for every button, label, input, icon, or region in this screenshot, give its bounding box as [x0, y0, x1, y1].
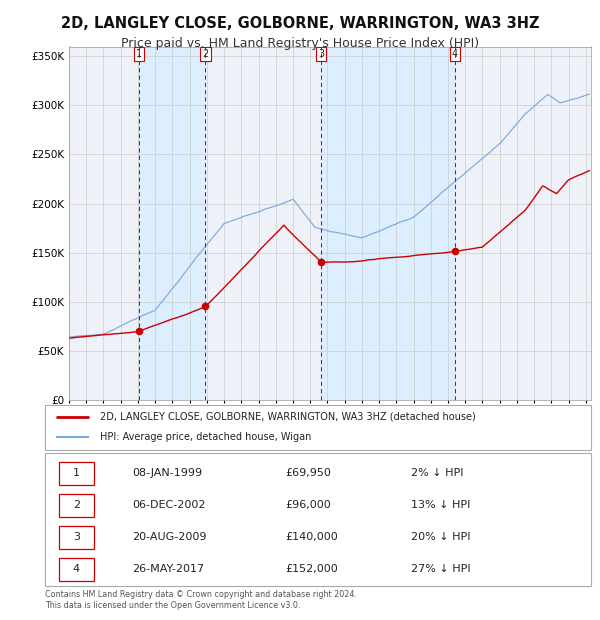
Bar — [59, 462, 94, 485]
Text: £152,000: £152,000 — [285, 564, 338, 574]
Text: 26-MAY-2017: 26-MAY-2017 — [133, 564, 205, 574]
Text: 20% ↓ HPI: 20% ↓ HPI — [411, 532, 470, 542]
Text: 2: 2 — [73, 500, 80, 510]
Bar — [59, 558, 94, 580]
Text: 08-JAN-1999: 08-JAN-1999 — [133, 468, 202, 478]
Text: Contains HM Land Registry data © Crown copyright and database right 2024.: Contains HM Land Registry data © Crown c… — [45, 590, 357, 600]
Text: 2% ↓ HPI: 2% ↓ HPI — [411, 468, 463, 478]
Text: 20-AUG-2009: 20-AUG-2009 — [133, 532, 207, 542]
Text: 2D, LANGLEY CLOSE, GOLBORNE, WARRINGTON, WA3 3HZ: 2D, LANGLEY CLOSE, GOLBORNE, WARRINGTON,… — [61, 16, 539, 30]
Text: 13% ↓ HPI: 13% ↓ HPI — [411, 500, 470, 510]
Text: 2D, LANGLEY CLOSE, GOLBORNE, WARRINGTON, WA3 3HZ (detached house): 2D, LANGLEY CLOSE, GOLBORNE, WARRINGTON,… — [100, 412, 475, 422]
Text: £140,000: £140,000 — [285, 532, 338, 542]
Text: 2: 2 — [202, 50, 209, 60]
Text: 4: 4 — [452, 50, 458, 60]
Text: £96,000: £96,000 — [285, 500, 331, 510]
Text: This data is licensed under the Open Government Licence v3.0.: This data is licensed under the Open Gov… — [45, 601, 301, 611]
Text: Price paid vs. HM Land Registry's House Price Index (HPI): Price paid vs. HM Land Registry's House … — [121, 37, 479, 50]
Bar — [321, 46, 455, 400]
Text: 1: 1 — [136, 50, 142, 60]
Bar — [139, 46, 205, 400]
Text: £69,950: £69,950 — [285, 468, 331, 478]
Bar — [59, 494, 94, 516]
Text: 3: 3 — [73, 532, 80, 542]
Text: 4: 4 — [73, 564, 80, 574]
Text: 3: 3 — [318, 50, 324, 60]
Text: 1: 1 — [73, 468, 80, 478]
Text: HPI: Average price, detached house, Wigan: HPI: Average price, detached house, Wiga… — [100, 432, 311, 443]
Text: 06-DEC-2002: 06-DEC-2002 — [133, 500, 206, 510]
Text: 27% ↓ HPI: 27% ↓ HPI — [411, 564, 470, 574]
Bar — [59, 526, 94, 549]
